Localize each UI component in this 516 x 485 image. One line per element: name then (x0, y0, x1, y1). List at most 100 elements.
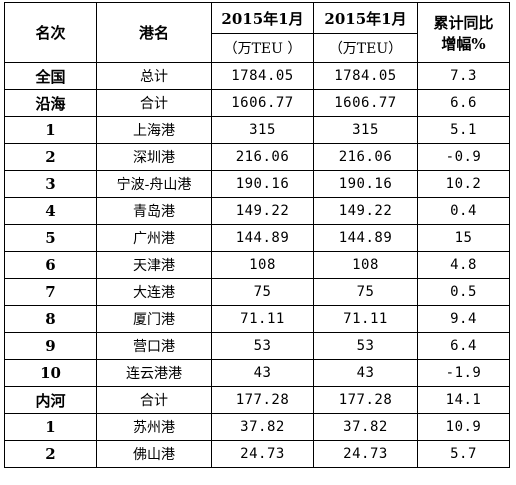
rank-cell: 5 (4, 224, 97, 252)
port-ranking-table: 名次 港名 2015年1月 2015年1月 累计同比 增幅% （万TEU ） （… (4, 2, 510, 468)
growth-cell: 6.4 (417, 332, 510, 360)
rank-cell: 3 (4, 170, 97, 198)
port-name-cell: 厦门港 (96, 305, 212, 333)
port-name-cell: 青岛港 (96, 197, 212, 225)
value-jan-1-cell: 75 (211, 278, 314, 306)
growth-cell: 10.2 (417, 170, 510, 198)
header-port: 港名 (96, 2, 212, 63)
port-name-cell: 营口港 (96, 332, 212, 360)
value-jan-2-cell: 149.22 (313, 197, 418, 225)
growth-cell: 6.6 (417, 89, 510, 117)
value-jan-1-cell: 149.22 (211, 197, 314, 225)
port-name-cell: 广州港 (96, 224, 212, 252)
header-unit-row: （万TEU ） （万TEU） (5, 33, 510, 63)
header-growth-line2: 增幅% (441, 34, 486, 53)
header-row: 名次 港名 2015年1月 2015年1月 累计同比 增幅% (4, 2, 510, 63)
growth-cell: 0.4 (417, 197, 510, 225)
growth-cell: 10.9 (417, 413, 510, 441)
rank-cell: 7 (4, 278, 97, 306)
port-name-cell: 大连港 (96, 278, 212, 306)
header-jan-1: 2015年1月 (211, 2, 314, 34)
rank-cell: 沿海 (4, 89, 97, 117)
port-name-cell: 合计 (96, 386, 212, 414)
value-jan-1-cell: 177.28 (211, 386, 314, 414)
table-row: 9 营口港 53 53 6.4 (4, 332, 510, 360)
header-jan-1-unit: （万TEU ） (211, 33, 314, 63)
growth-cell: -1.9 (417, 359, 510, 387)
value-jan-1-cell: 53 (211, 332, 314, 360)
header-jan-2: 2015年1月 (313, 2, 418, 34)
rank-cell: 8 (4, 305, 97, 333)
value-jan-2-cell: 144.89 (313, 224, 418, 252)
table-row: 1 苏州港 37.82 37.82 10.9 (4, 413, 510, 441)
growth-cell: 5.1 (417, 116, 510, 144)
table-row: 5 广州港 144.89 144.89 15 (4, 224, 510, 252)
growth-cell: 4.8 (417, 251, 510, 279)
table-row: 4 青岛港 149.22 149.22 0.4 (4, 197, 510, 225)
table-row: 10 连云港港 43 43 -1.9 (4, 359, 510, 387)
port-name-cell: 天津港 (96, 251, 212, 279)
value-jan-2-cell: 43 (313, 359, 418, 387)
table-row: 内河 合计 177.28 177.28 14.1 (4, 386, 510, 414)
value-jan-2-cell: 190.16 (313, 170, 418, 198)
rank-cell: 4 (4, 197, 97, 225)
header-rank: 名次 (4, 2, 97, 63)
value-jan-2-cell: 75 (313, 278, 418, 306)
value-jan-1-cell: 315 (211, 116, 314, 144)
value-jan-2-cell: 71.11 (313, 305, 418, 333)
value-jan-1-cell: 1606.77 (211, 89, 314, 117)
header-jan-2-unit: （万TEU） (313, 33, 418, 63)
port-name-cell: 合计 (96, 89, 212, 117)
rank-cell: 1 (4, 116, 97, 144)
value-jan-2-cell: 108 (313, 251, 418, 279)
value-jan-1-cell: 190.16 (211, 170, 314, 198)
growth-cell: 5.7 (417, 440, 510, 468)
value-jan-1-cell: 24.73 (211, 440, 314, 468)
growth-cell: 0.5 (417, 278, 510, 306)
value-jan-1-cell: 71.11 (211, 305, 314, 333)
growth-cell: 7.3 (417, 62, 510, 90)
value-jan-2-cell: 1606.77 (313, 89, 418, 117)
rank-cell: 9 (4, 332, 97, 360)
value-jan-2-cell: 315 (313, 116, 418, 144)
port-name-cell: 上海港 (96, 116, 212, 144)
port-name-cell: 深圳港 (96, 143, 212, 171)
rank-cell: 10 (4, 359, 97, 387)
table-body: 全国 总计 1784.05 1784.05 7.3 沿海 合计 1606.77 1606.77 6… (4, 62, 510, 468)
value-jan-2-cell: 177.28 (313, 386, 418, 414)
growth-cell: 9.4 (417, 305, 510, 333)
table-row: 3 宁波-舟山港 190.16 190.16 10.2 (4, 170, 510, 198)
port-name-cell: 总计 (96, 62, 212, 90)
growth-cell: 15 (417, 224, 510, 252)
value-jan-1-cell: 216.06 (211, 143, 314, 171)
value-jan-2-cell: 37.82 (313, 413, 418, 441)
value-jan-2-cell: 1784.05 (313, 62, 418, 90)
table-row: 2 佛山港 24.73 24.73 5.7 (4, 440, 510, 468)
value-jan-1-cell: 37.82 (211, 413, 314, 441)
table-row: 2 深圳港 216.06 216.06 -0.9 (4, 143, 510, 171)
value-jan-2-cell: 216.06 (313, 143, 418, 171)
table-row: 6 天津港 108 108 4.8 (4, 251, 510, 279)
value-jan-1-cell: 43 (211, 359, 314, 387)
value-jan-1-cell: 1784.05 (211, 62, 314, 90)
value-jan-1-cell: 144.89 (211, 224, 314, 252)
rank-cell: 2 (4, 143, 97, 171)
growth-cell: -0.9 (417, 143, 510, 171)
port-ranking-table-container: 名次 港名 2015年1月 2015年1月 累计同比 增幅% （万TEU ） （… (4, 2, 510, 468)
rank-cell: 2 (4, 440, 97, 468)
rank-cell: 1 (4, 413, 97, 441)
table-row: 全国 总计 1784.05 1784.05 7.3 (4, 62, 510, 90)
table-row: 1 上海港 315 315 5.1 (4, 116, 510, 144)
table-row: 7 大连港 75 75 0.5 (4, 278, 510, 306)
value-jan-2-cell: 24.73 (313, 440, 418, 468)
value-jan-2-cell: 53 (313, 332, 418, 360)
rank-cell: 全国 (4, 62, 97, 90)
value-jan-1-cell: 108 (211, 251, 314, 279)
port-name-cell: 宁波-舟山港 (96, 170, 212, 198)
header-growth: 累计同比 增幅% (417, 2, 510, 63)
rank-cell: 内河 (4, 386, 97, 414)
port-name-cell: 佛山港 (96, 440, 212, 468)
port-name-cell: 苏州港 (96, 413, 212, 441)
rank-cell: 6 (4, 251, 97, 279)
growth-cell: 14.1 (417, 386, 510, 414)
